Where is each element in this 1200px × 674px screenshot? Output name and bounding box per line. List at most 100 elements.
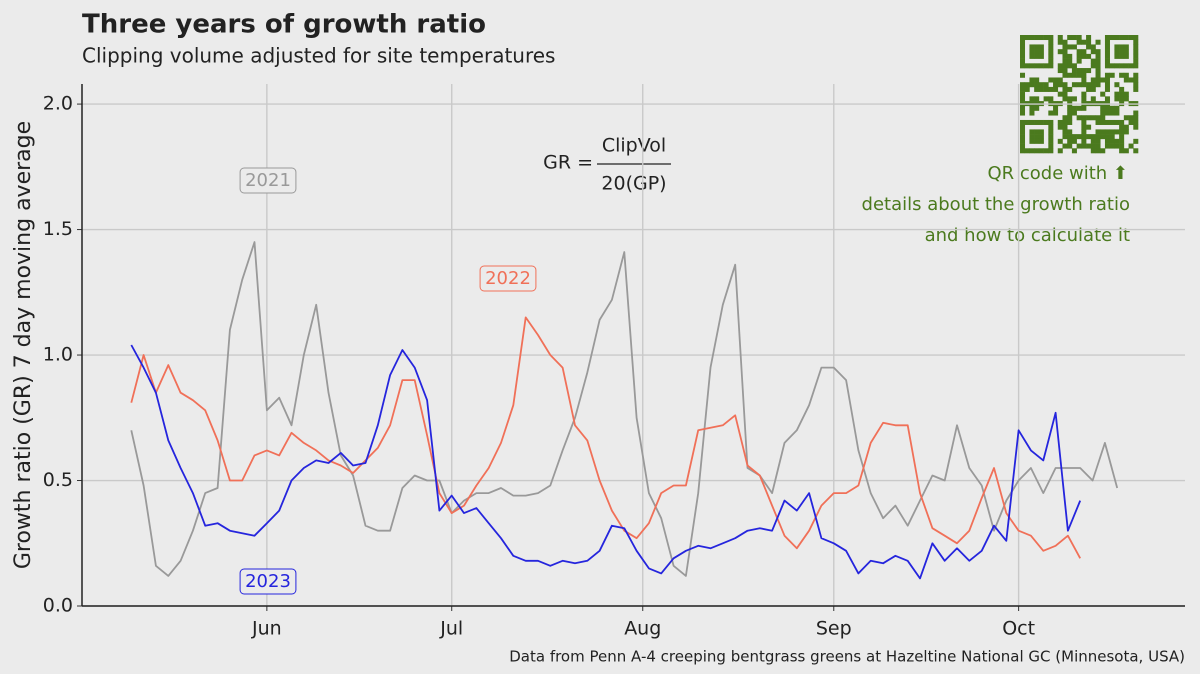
qr-module [1071,44,1077,50]
qr-module [1095,129,1101,135]
y-tick-label: 1.5 [43,218,73,240]
qr-module [1100,110,1106,116]
qr-module [1081,124,1087,130]
qr-module [1067,138,1073,144]
qr-module [1119,86,1125,92]
qr-module [1119,72,1125,78]
qr-module [1114,82,1120,88]
qr-module [1071,35,1077,41]
qr-module [1114,91,1120,97]
y-tick-label: 1.0 [43,344,73,366]
qr-module [1081,138,1087,144]
qr-module [1104,35,1110,41]
qr-module [1081,91,1087,97]
qr-module [1024,86,1030,92]
y-axis-label: Growth ratio (GR) 7 day moving average [11,121,36,569]
qr-module [1123,44,1129,50]
qr-module [1095,138,1101,144]
qr-module [1119,49,1125,55]
qr-module [1095,58,1101,64]
series-label-box [479,265,537,292]
qr-module [1024,35,1030,41]
qr-module [1119,138,1125,144]
qr-module [1109,134,1115,140]
qr-module [1104,77,1110,83]
qr-module [1024,148,1030,154]
qr-module [1038,134,1044,140]
qr-module [1053,110,1059,116]
qr-module [1048,143,1054,149]
qr-module [1020,86,1026,92]
qr-module [1119,53,1125,59]
qr-module [1090,63,1096,69]
qr-module [1071,63,1077,69]
qr-module [1114,63,1120,69]
qr-module [1048,119,1054,125]
qr-module [1038,82,1044,88]
qr-module [1109,110,1115,116]
qr-module [1071,110,1077,116]
qr-module [1029,134,1035,140]
qr-module [1057,82,1063,88]
qr-module [1048,148,1054,154]
qr-module [1081,82,1087,88]
qr-module [1123,124,1129,130]
series-label-text: 2022 [485,268,531,289]
qr-module [1081,72,1087,78]
qr-module [1123,63,1129,69]
qr-module [1086,68,1092,74]
qr-module [1053,105,1059,111]
qr-module [1067,86,1073,92]
series-line [130,316,1081,559]
qr-module [1071,68,1077,74]
qr-module [1133,148,1139,154]
qr-module [1020,49,1026,55]
qr-module [1095,63,1101,69]
qr-module [1114,49,1120,55]
qr-module [1133,63,1139,69]
qr-note: and how to calculate it [925,225,1130,246]
qr-module [1090,77,1096,83]
qr-module [1128,143,1134,149]
qr-module [1020,134,1026,140]
qr-module [1034,49,1040,55]
qr-module [1020,96,1026,102]
qr-module [1086,143,1092,149]
qr-module [1123,115,1129,121]
qr-module [1062,124,1068,130]
qr-module [1043,96,1049,102]
qr-module [1104,129,1110,135]
qr-module [1020,44,1026,50]
qr-module [1043,35,1049,41]
qr-module [1123,96,1129,102]
qr-module [1029,119,1035,125]
qr-module [1076,53,1082,59]
qr-module [1090,86,1096,92]
qr-module [1104,110,1110,116]
qr-module [1095,49,1101,55]
formula-lhs: GR = [543,152,593,174]
qr-module [1071,96,1077,102]
qr-module [1133,119,1139,125]
qr-module [1123,91,1129,97]
qr-module [1034,63,1040,69]
qr-module [1048,35,1054,41]
qr-module [1109,119,1115,125]
qr-module [1128,115,1134,121]
chart-title: Three years of growth ratio [82,10,486,40]
series-label: 2022 [479,265,537,292]
qr-module [1020,39,1026,45]
qr-module [1038,49,1044,55]
qr-module [1062,39,1068,45]
x-tick-label: Jun [251,618,282,640]
qr-module [1081,115,1087,121]
qr-module [1038,138,1044,144]
qr-module [1109,138,1115,144]
qr-module [1104,86,1110,92]
qr-code [1020,35,1139,154]
qr-module [1062,129,1068,135]
series-line [130,241,1119,577]
qr-module [1090,96,1096,102]
series-label-box [239,568,297,595]
qr-module [1029,105,1035,111]
